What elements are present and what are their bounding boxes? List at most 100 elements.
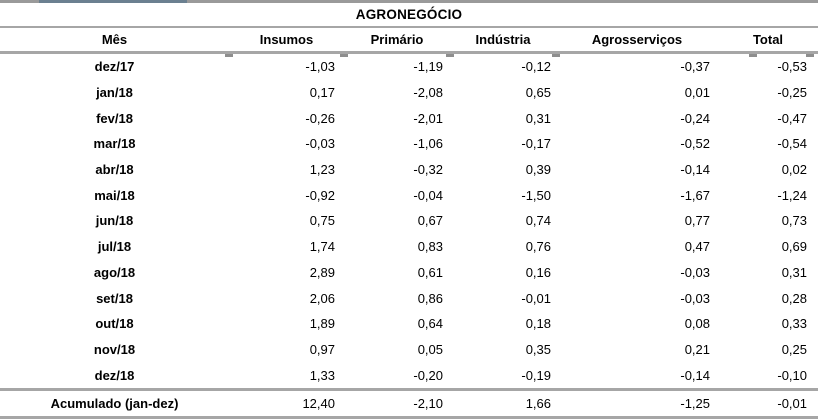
value-cell: -2,08 xyxy=(413,85,443,101)
value-cell: -0,25 xyxy=(777,85,807,101)
value-cell: 0,17 xyxy=(309,85,335,101)
value-cell: -1,24 xyxy=(777,187,807,203)
value-cell: 0,28 xyxy=(781,290,807,306)
value-cell: -1,19 xyxy=(413,59,443,75)
value-cell: -2,01 xyxy=(413,110,443,126)
month-cell: fev/18 xyxy=(96,110,133,126)
value-cell: -0,19 xyxy=(521,367,551,383)
value-cell: -1,06 xyxy=(413,136,443,152)
value-cell: 0,21 xyxy=(684,341,710,357)
column-boundary-tick xyxy=(749,54,757,57)
value-cell: -0,01 xyxy=(521,290,551,306)
value-cell: -0,14 xyxy=(680,162,710,178)
value-cell: -0,04 xyxy=(413,187,443,203)
table-row: jun/18 0,75 0,67 0,74 0,77 0,73 xyxy=(0,208,818,234)
value-cell: -0,20 xyxy=(413,367,443,383)
accumulated-row: Acumulado (jan-dez) 12,40 -2,10 1,66 -1,… xyxy=(0,388,818,419)
table-row: jul/18 1,74 0,83 0,76 0,47 0,69 xyxy=(0,234,818,260)
month-cell: out/18 xyxy=(95,316,134,332)
table-row: mai/18 -0,92 -0,04 -1,50 -1,67 -1,24 xyxy=(0,182,818,208)
column-header-mes: Mês xyxy=(101,32,128,47)
column-boundary-tick xyxy=(446,54,454,57)
value-cell: -0,52 xyxy=(680,136,710,152)
month-cell: mar/18 xyxy=(93,136,136,152)
value-cell: 0,76 xyxy=(525,239,551,255)
value-cell: -0,03 xyxy=(680,290,710,306)
month-cell: jul/18 xyxy=(97,239,132,255)
value-cell: 0,65 xyxy=(525,85,551,101)
value-cell: -0,01 xyxy=(777,396,807,411)
value-cell: 0,02 xyxy=(781,162,807,178)
table-row: out/18 1,89 0,64 0,18 0,08 0,33 xyxy=(0,311,818,337)
value-cell: 1,23 xyxy=(309,162,335,178)
column-header-insumos: Insumos xyxy=(259,32,314,47)
value-cell: -1,67 xyxy=(680,187,710,203)
value-cell: -1,50 xyxy=(521,187,551,203)
value-cell: 0,83 xyxy=(417,239,443,255)
top-edge-bar xyxy=(0,0,818,3)
table-row: mar/18 -0,03 -1,06 -0,17 -0,52 -0,54 xyxy=(0,131,818,157)
table-row: set/18 2,06 0,86 -0,01 -0,03 0,28 xyxy=(0,285,818,311)
value-cell: 2,06 xyxy=(309,290,335,306)
value-cell: -0,54 xyxy=(777,136,807,152)
table-row: abr/18 1,23 -0,32 0,39 -0,14 0,02 xyxy=(0,157,818,183)
value-cell: 0,75 xyxy=(309,213,335,229)
value-cell: -0,37 xyxy=(680,59,710,75)
value-cell: -0,14 xyxy=(680,367,710,383)
column-header-industria: Indústria xyxy=(475,32,531,47)
value-cell: 0,18 xyxy=(525,316,551,332)
table-title: AGRONEGÓCIO xyxy=(0,3,818,28)
value-cell: 0,31 xyxy=(781,264,807,280)
column-boundary-tick xyxy=(225,54,233,57)
value-cell: 12,40 xyxy=(302,396,335,411)
column-boundary-tick xyxy=(806,54,814,57)
value-cell: 0,16 xyxy=(525,264,551,280)
table-row: jan/18 0,17 -2,08 0,65 0,01 -0,25 xyxy=(0,80,818,106)
accumulated-label: Acumulado (jan-dez) xyxy=(50,396,179,411)
value-cell: -0,53 xyxy=(777,59,807,75)
month-cell: dez/18 xyxy=(94,367,135,383)
column-boundary-tick xyxy=(340,54,348,57)
value-cell: 0,69 xyxy=(781,239,807,255)
value-cell: 0,33 xyxy=(781,316,807,332)
value-cell: 0,35 xyxy=(525,341,551,357)
value-cell: 0,25 xyxy=(781,341,807,357)
table-row: nov/18 0,97 0,05 0,35 0,21 0,25 xyxy=(0,337,818,363)
value-cell: 0,67 xyxy=(417,213,443,229)
month-cell: set/18 xyxy=(96,290,133,306)
value-cell: 0,39 xyxy=(525,162,551,178)
month-cell: nov/18 xyxy=(93,341,136,357)
month-cell: ago/18 xyxy=(93,264,136,280)
value-cell: -0,17 xyxy=(521,136,551,152)
value-cell: 0,61 xyxy=(417,264,443,280)
value-cell: 0,05 xyxy=(417,341,443,357)
value-cell: 0,97 xyxy=(309,341,335,357)
table-row: dez/17 -1,03 -1,19 -0,12 -0,37 -0,53 xyxy=(0,54,818,80)
value-cell: -2,10 xyxy=(413,396,443,411)
month-cell: jan/18 xyxy=(96,85,133,101)
value-cell: 0,74 xyxy=(525,213,551,229)
month-cell: abr/18 xyxy=(95,162,134,178)
table-row: dez/18 1,33 -0,20 -0,19 -0,14 -0,10 xyxy=(0,362,818,388)
column-header-agrosservicos: Agrosserviços xyxy=(591,32,683,47)
table-row: ago/18 2,89 0,61 0,16 -0,03 0,31 xyxy=(0,260,818,286)
value-cell: 1,89 xyxy=(309,316,335,332)
value-cell: -0,32 xyxy=(413,162,443,178)
value-cell: 0,31 xyxy=(525,110,551,126)
month-cell: mai/18 xyxy=(94,187,135,203)
value-cell: 0,08 xyxy=(684,316,710,332)
value-cell: 1,33 xyxy=(309,367,335,383)
value-cell: 0,47 xyxy=(684,239,710,255)
value-cell: 0,01 xyxy=(684,85,710,101)
value-cell: -0,10 xyxy=(777,367,807,383)
top-edge-accent-segment xyxy=(39,0,187,3)
value-cell: -0,24 xyxy=(680,110,710,126)
value-cell: -1,03 xyxy=(305,59,335,75)
table-header-row: Mês Insumos Primário Indústria Agrosserv… xyxy=(0,28,818,54)
month-cell: dez/17 xyxy=(94,59,135,75)
value-cell: 0,73 xyxy=(781,213,807,229)
value-cell: -1,25 xyxy=(680,396,710,411)
table-body: dez/17 -1,03 -1,19 -0,12 -0,37 -0,53 jan… xyxy=(0,54,818,388)
value-cell: -0,03 xyxy=(680,264,710,280)
